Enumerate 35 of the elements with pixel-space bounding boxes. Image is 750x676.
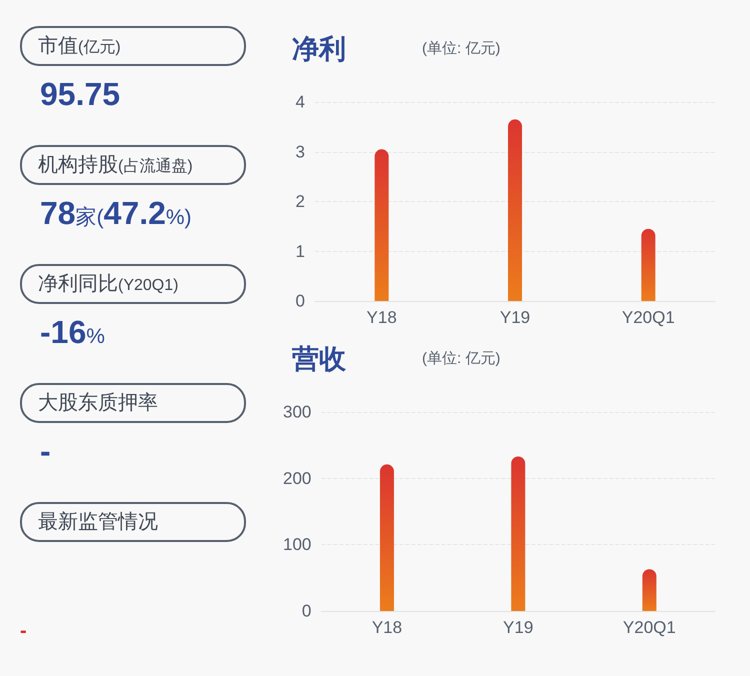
text: -	[40, 433, 51, 469]
text: 大股东质押率	[38, 392, 158, 414]
text: 95.75	[40, 76, 120, 112]
x-tick-label: Y18	[366, 308, 397, 327]
x-tick-label: Y19	[500, 308, 530, 327]
bar	[374, 149, 389, 301]
y-tick-label: 0	[296, 292, 305, 310]
y-tick-label: 3	[296, 142, 305, 162]
x-tick-label: Y20Q1	[622, 618, 676, 637]
chart-title: 净利	[292, 33, 346, 66]
y-tick-label: 2	[296, 192, 305, 211]
text: -16%	[40, 314, 105, 350]
chart-title: 营收	[292, 343, 346, 376]
y-tick-label: 300	[282, 402, 312, 422]
text: 机构持股(占流通盘)	[38, 154, 193, 176]
y-tick-label: 4	[296, 92, 305, 112]
x-tick-label: Y18	[372, 618, 402, 637]
chart-subtitle: (单位: 亿元)	[422, 39, 500, 58]
bar	[642, 569, 656, 611]
y-tick-label: 200	[282, 468, 312, 488]
y-tick-label: 1	[296, 242, 305, 261]
bar	[380, 464, 394, 611]
x-tick-label: Y20Q1	[622, 308, 675, 327]
text: 最新监管情况	[38, 511, 158, 533]
bar	[511, 456, 526, 611]
bar	[641, 228, 656, 301]
text: 市值(亿元)	[38, 35, 121, 57]
text: 78家(47.2%)	[40, 195, 192, 231]
bar	[508, 119, 522, 301]
y-tick-label: 0	[302, 602, 312, 620]
chart-subtitle: (单位: 亿元)	[422, 349, 500, 368]
x-tick-label: Y19	[503, 618, 534, 637]
text: 净利同比(Y20Q1)	[38, 273, 178, 295]
y-tick-label: 100	[282, 535, 312, 554]
text: -	[20, 620, 27, 643]
